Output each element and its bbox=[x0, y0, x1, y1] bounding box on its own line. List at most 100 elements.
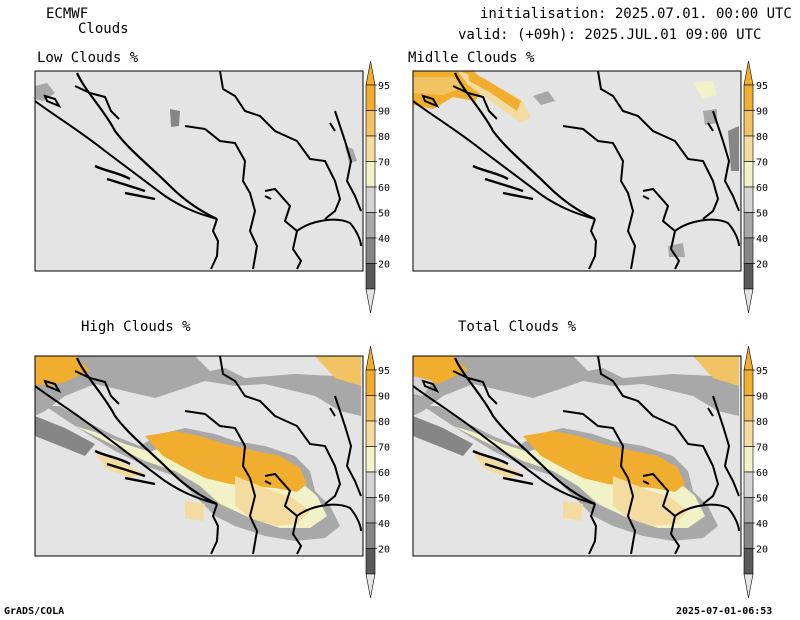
cloud-area bbox=[533, 91, 555, 105]
cloud-area bbox=[145, 431, 307, 492]
colorbar-top-arrow bbox=[365, 60, 376, 86]
colorbar-label: 80 bbox=[378, 132, 390, 143]
panel-title-total: Total Clouds % bbox=[458, 319, 577, 335]
colorbar-label: 95 bbox=[756, 81, 768, 92]
colorbar-label: 20 bbox=[378, 260, 390, 271]
colorbar-segment bbox=[743, 446, 754, 473]
colorbar-bottom-arrow bbox=[743, 573, 754, 599]
colorbar-label: 70 bbox=[378, 443, 390, 454]
panel-total: 95 90 80 70 60 50 40 20 bbox=[412, 345, 768, 599]
colorbar-segment bbox=[743, 395, 754, 422]
cloud-area bbox=[35, 416, 95, 456]
cloud-area bbox=[315, 356, 361, 386]
colorbar: 95 90 80 70 60 50 40 20 bbox=[743, 60, 768, 314]
panel-title-high: High Clouds % bbox=[81, 319, 191, 335]
colorbar-segment bbox=[365, 369, 376, 396]
cloud-area bbox=[563, 501, 583, 521]
map-frame bbox=[34, 70, 364, 272]
colorbar-segment bbox=[365, 263, 376, 290]
colorbar-bottom-arrow bbox=[365, 573, 376, 599]
panel-title-middle: Midlle Clouds % bbox=[408, 50, 535, 66]
cloud-area bbox=[35, 356, 361, 416]
colorbar-label: 90 bbox=[756, 107, 768, 118]
colorbar-label: 70 bbox=[756, 443, 768, 454]
map-background bbox=[413, 71, 741, 271]
colorbar-label: 60 bbox=[756, 183, 768, 194]
colorbar-label: 40 bbox=[378, 519, 390, 530]
colorbar-segment bbox=[365, 135, 376, 162]
colorbar-segment bbox=[743, 84, 754, 111]
colorbar-label: 20 bbox=[756, 260, 768, 271]
init-time: initialisation: 2025.07.01. 00:00 UTC bbox=[480, 6, 792, 22]
cloud-area bbox=[728, 126, 739, 171]
colorbar-segment bbox=[365, 212, 376, 239]
colorbar-label: 70 bbox=[756, 158, 768, 169]
colorbar-segment bbox=[743, 161, 754, 188]
colorbar-segment bbox=[365, 420, 376, 447]
colorbar-bottom-arrow bbox=[743, 288, 754, 314]
panel-title-low: Low Clouds % bbox=[37, 50, 139, 66]
cloud-area bbox=[35, 83, 55, 101]
colorbar-segment bbox=[743, 263, 754, 290]
colorbar-top-arrow bbox=[743, 345, 754, 371]
colorbar-label: 50 bbox=[756, 494, 768, 505]
colorbar-label: 80 bbox=[756, 132, 768, 143]
panel-low: 95 90 80 70 60 50 40 20 bbox=[34, 60, 390, 314]
product-label: Clouds bbox=[78, 21, 129, 37]
colorbar-label: 90 bbox=[378, 107, 390, 118]
footer-software: GrADS/COLA bbox=[4, 606, 65, 617]
cloud-area bbox=[413, 356, 468, 386]
map-frame bbox=[412, 70, 742, 272]
colorbar-label: 60 bbox=[378, 468, 390, 479]
colorbar-segment bbox=[365, 186, 376, 213]
cloud-area bbox=[693, 81, 717, 99]
cloud-area bbox=[413, 376, 433, 396]
colorbar-segment bbox=[743, 420, 754, 447]
colorbar-segment bbox=[365, 161, 376, 188]
colorbar-label: 70 bbox=[378, 158, 390, 169]
colorbar-segment bbox=[365, 522, 376, 549]
valid-time: valid: (+09h): 2025.JUL.01 09:00 UTC bbox=[458, 27, 762, 43]
colorbar-label: 90 bbox=[378, 392, 390, 403]
map-frame bbox=[412, 355, 742, 557]
colorbar: 95 90 80 70 60 50 40 20 bbox=[365, 60, 390, 314]
colorbar-label: 20 bbox=[378, 545, 390, 556]
colorbar-label: 95 bbox=[378, 81, 390, 92]
map-background bbox=[35, 71, 363, 271]
colorbar-segment bbox=[365, 548, 376, 575]
colorbar-segment bbox=[743, 369, 754, 396]
colorbar-segment bbox=[365, 446, 376, 473]
colorbar-label: 80 bbox=[756, 417, 768, 428]
colorbar-segment bbox=[743, 212, 754, 239]
colorbar-segment bbox=[743, 110, 754, 137]
cloud-area bbox=[693, 356, 739, 386]
colorbar: 95 90 80 70 60 50 40 20 bbox=[365, 345, 390, 599]
colorbar-segment bbox=[743, 471, 754, 498]
cloud-area bbox=[35, 356, 90, 386]
panel-middle: 95 90 80 70 60 50 40 20 bbox=[412, 60, 768, 314]
colorbar-top-arrow bbox=[365, 345, 376, 371]
colorbar-segment bbox=[365, 395, 376, 422]
colorbar-segment bbox=[365, 497, 376, 524]
colorbar-segment bbox=[365, 237, 376, 264]
cloud-area bbox=[170, 109, 180, 127]
colorbar-label: 50 bbox=[378, 209, 390, 220]
colorbar-segment bbox=[743, 522, 754, 549]
panel-high: 95 90 80 70 60 50 40 20 bbox=[34, 345, 390, 599]
cloud-area bbox=[413, 356, 739, 416]
colorbar-segment bbox=[743, 497, 754, 524]
colorbar-segment bbox=[365, 84, 376, 111]
colorbar-segment bbox=[743, 548, 754, 575]
cloud-area bbox=[413, 416, 473, 456]
colorbar-segment bbox=[743, 135, 754, 162]
colorbar-label: 90 bbox=[756, 392, 768, 403]
cloud-area bbox=[523, 431, 685, 492]
colorbar-label: 50 bbox=[756, 209, 768, 220]
colorbar-segment bbox=[365, 110, 376, 137]
colorbar-label: 40 bbox=[756, 234, 768, 245]
colorbar-label: 95 bbox=[756, 366, 768, 377]
map-frame bbox=[34, 355, 364, 557]
colorbar-segment bbox=[743, 237, 754, 264]
colorbar-bottom-arrow bbox=[365, 288, 376, 314]
